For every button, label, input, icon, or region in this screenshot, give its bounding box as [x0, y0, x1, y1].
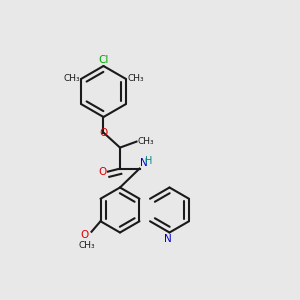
- Text: H: H: [146, 156, 153, 166]
- Text: O: O: [80, 230, 88, 240]
- Text: O: O: [98, 167, 106, 177]
- Text: Cl: Cl: [98, 55, 109, 64]
- Text: N: N: [140, 158, 148, 168]
- Text: CH₃: CH₃: [79, 241, 95, 250]
- Text: CH₃: CH₃: [63, 74, 80, 83]
- Text: N: N: [164, 234, 172, 244]
- Text: O: O: [99, 128, 108, 138]
- Text: CH₃: CH₃: [127, 74, 144, 83]
- Text: CH₃: CH₃: [137, 137, 154, 146]
